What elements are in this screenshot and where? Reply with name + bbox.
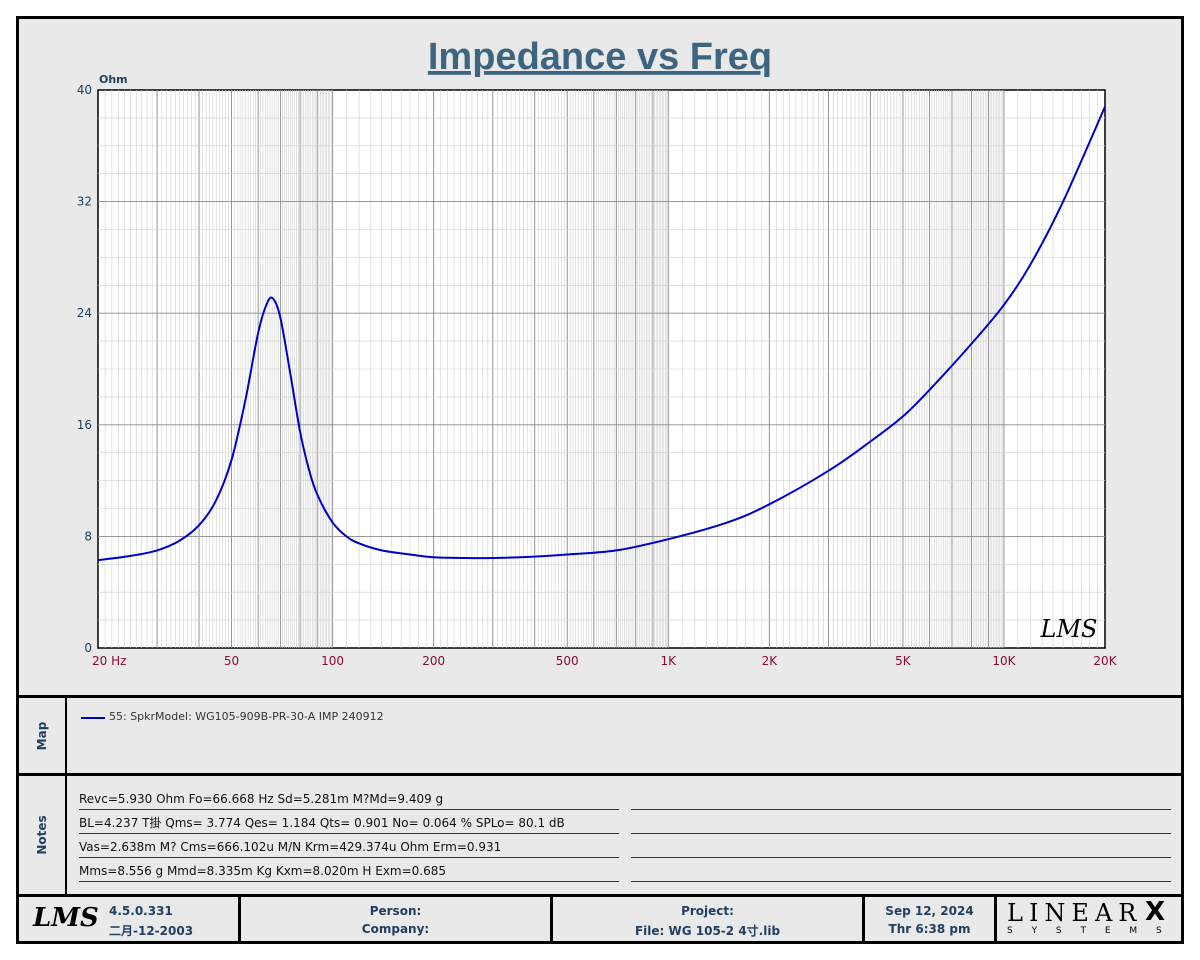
brand-wordmark: LINEAR	[1007, 899, 1143, 927]
chart-window: Impedance vs Freq Ohm 20 Hz 50 100 200 500 1K…	[16, 16, 1184, 944]
legend-entry[interactable]: 55: SpkrModel: WG105-909B-PR-30-A IMP 24…	[109, 710, 384, 723]
map-label: Map	[35, 721, 49, 750]
x-tick-label: 20K	[1093, 654, 1117, 668]
notes-label: Notes	[35, 815, 49, 855]
x-tick-label: 100	[321, 654, 344, 668]
brand-x: X	[1145, 897, 1166, 927]
map-side-label: Map	[19, 698, 67, 773]
person-label: Person:	[369, 904, 422, 918]
footer-project-cell: Project: File: WG 105-2 4寸.lib	[553, 897, 865, 941]
y-axis-unit-label: Ohm	[99, 73, 128, 86]
x-tick-label: 2K	[762, 654, 779, 668]
company-label: Company:	[361, 922, 430, 936]
lms-logo: LMS	[33, 903, 99, 933]
linearx-logo: LINEAR X S Y S T E M S	[997, 897, 1181, 941]
x-tick-label: 5K	[895, 654, 912, 668]
lms-watermark: LMS	[1040, 615, 1098, 643]
legend-swatch	[81, 717, 105, 719]
file-label: File: WG 105-2 4寸.lib	[634, 924, 781, 938]
x-axis-ticks: 20 Hz 50 100 200 500 1K 2K 5K 10K 20K	[92, 654, 1118, 668]
note-blank-line	[631, 839, 1171, 858]
footer-date-cell: Sep 12, 2024 Thr 6:38 pm	[865, 897, 997, 941]
footer-person-cell: Person: Company:	[241, 897, 553, 941]
y-tick-label: 16	[77, 418, 92, 432]
impedance-chart: Impedance vs Freq Ohm 20 Hz 50 100 200 500 1K…	[77, 36, 1118, 668]
x-tick-label: 500	[556, 654, 579, 668]
y-axis-ticks: 40 32 24 16 8 0	[77, 83, 92, 655]
brand-tagline: S Y S T E M S	[1007, 926, 1170, 936]
note-line: BL=4.237 T掛 Qms= 3.774 Qes= 1.184 Qts= 0…	[79, 815, 619, 834]
project-label: Project:	[681, 904, 734, 918]
y-tick-label: 0	[84, 641, 92, 655]
date-label: Sep 12, 2024	[885, 904, 974, 918]
map-panel: Map 55: SpkrModel: WG105-909B-PR-30-A IM…	[19, 698, 1181, 773]
chart-title: Impedance vs Freq	[428, 36, 772, 78]
y-tick-label: 8	[84, 529, 92, 543]
separator	[19, 894, 1181, 897]
x-tick-label: 50	[224, 654, 239, 668]
y-tick-label: 24	[77, 306, 92, 320]
note-line: Vas=2.638m M? Cms=666.102u M/N Krm=429.3…	[79, 839, 619, 858]
separator	[19, 773, 1181, 776]
x-tick-label: 200	[422, 654, 445, 668]
time-label: Thr 6:38 pm	[888, 922, 971, 936]
graph-panel: Impedance vs Freq Ohm 20 Hz 50 100 200 500 1K…	[19, 19, 1181, 695]
notes-side-label: Notes	[19, 776, 67, 894]
footer-version-cell: LMS 4.5.0.331 二月-12-2003	[19, 897, 241, 941]
y-tick-label: 40	[77, 83, 92, 97]
note-blank-line	[631, 791, 1171, 810]
note-line: Revc=5.930 Ohm Fo=66.668 Hz Sd=5.281m M?…	[79, 791, 619, 810]
note-blank-line	[631, 863, 1171, 882]
footer: LMS 4.5.0.331 二月-12-2003 Person: Company…	[19, 897, 1181, 941]
note-blank-line	[631, 815, 1171, 834]
notes-panel: Notes Revc=5.930 Ohm Fo=66.668 Hz Sd=5.2…	[19, 776, 1181, 894]
y-tick-label: 32	[77, 195, 92, 209]
separator	[19, 695, 1181, 698]
impedance-series-line	[97, 106, 1106, 562]
x-tick-label: 20 Hz	[92, 654, 126, 668]
grid	[98, 90, 1105, 648]
version-date: 二月-12-2003	[109, 924, 194, 938]
x-tick-label: 10K	[992, 654, 1016, 668]
note-line: Mms=8.556 g Mmd=8.335m Kg Kxm=8.020m H E…	[79, 863, 619, 882]
version-number: 4.5.0.331	[109, 904, 173, 918]
x-tick-label: 1K	[661, 654, 678, 668]
series-layer	[97, 106, 1106, 562]
